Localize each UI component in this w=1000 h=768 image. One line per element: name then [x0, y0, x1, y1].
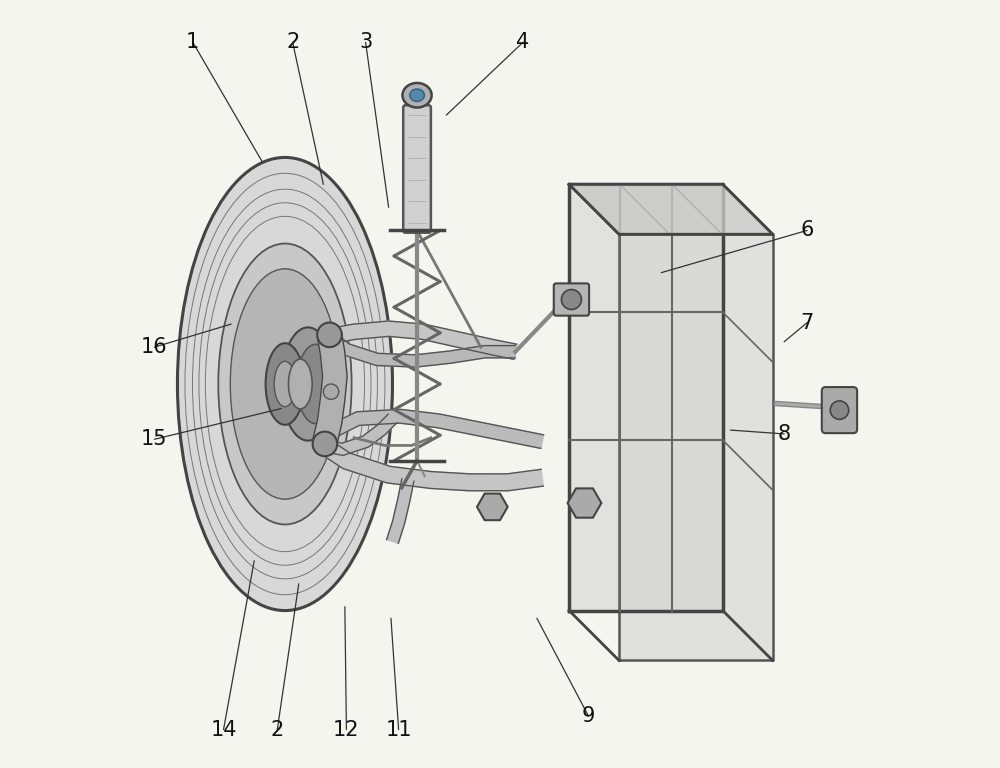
FancyBboxPatch shape [554, 283, 589, 316]
Ellipse shape [297, 344, 334, 424]
Ellipse shape [230, 269, 340, 499]
Text: 1: 1 [186, 32, 199, 52]
Text: 2: 2 [271, 720, 284, 740]
Polygon shape [318, 409, 544, 449]
Circle shape [830, 401, 849, 419]
Text: 6: 6 [801, 220, 814, 240]
Text: 8: 8 [778, 424, 791, 444]
FancyBboxPatch shape [403, 105, 431, 233]
Ellipse shape [177, 157, 392, 611]
Text: 14: 14 [210, 720, 237, 740]
Text: 2: 2 [286, 32, 299, 52]
Text: 12: 12 [333, 720, 360, 740]
Text: 3: 3 [359, 32, 372, 52]
FancyBboxPatch shape [822, 387, 857, 433]
Ellipse shape [218, 243, 352, 525]
Polygon shape [387, 478, 414, 543]
Text: 9: 9 [582, 706, 595, 726]
Ellipse shape [410, 89, 424, 101]
Text: 4: 4 [516, 32, 530, 52]
Circle shape [323, 384, 339, 399]
Circle shape [313, 432, 337, 456]
Polygon shape [319, 439, 543, 491]
Ellipse shape [281, 327, 335, 441]
Text: 16: 16 [141, 337, 168, 357]
Ellipse shape [274, 362, 296, 407]
Polygon shape [569, 184, 723, 611]
Text: 15: 15 [141, 429, 168, 449]
Polygon shape [569, 184, 773, 234]
Polygon shape [322, 414, 397, 455]
Text: 11: 11 [385, 720, 412, 740]
Ellipse shape [402, 83, 432, 108]
Polygon shape [619, 234, 773, 660]
Circle shape [561, 290, 581, 310]
Ellipse shape [288, 359, 312, 409]
Text: 7: 7 [801, 313, 814, 333]
Polygon shape [328, 321, 517, 359]
Polygon shape [326, 332, 515, 367]
Circle shape [317, 323, 342, 347]
Ellipse shape [266, 343, 304, 425]
Polygon shape [313, 333, 347, 445]
